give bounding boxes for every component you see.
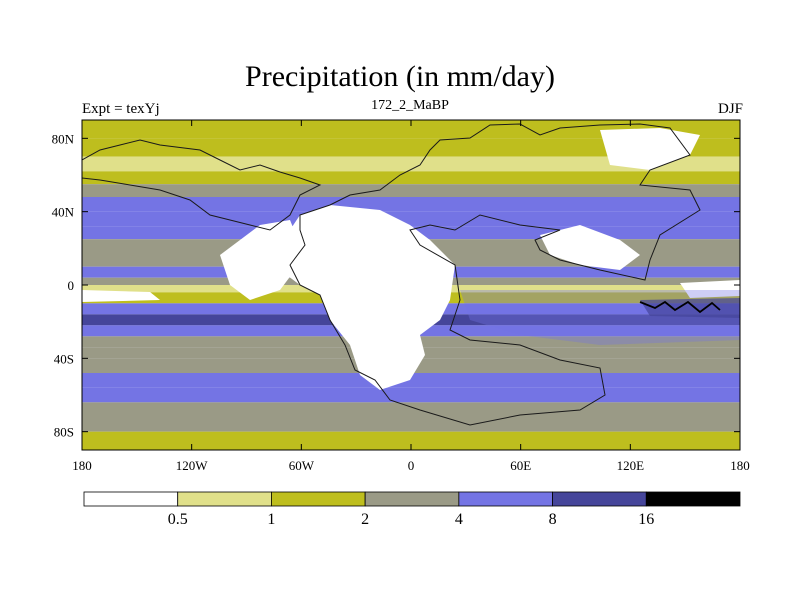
legend-swatch: [83, 491, 179, 507]
precip-band: [82, 387, 740, 403]
precip-band: [82, 171, 740, 185]
x-tick-label: 60E: [510, 458, 531, 473]
y-tick-label: 80N: [52, 131, 75, 146]
precipitation-map: [82, 120, 740, 450]
color-legend: 0.5 1 2 4 8 16: [83, 491, 741, 528]
chart-title: Precipitation (in mm/day): [245, 60, 555, 93]
precip-band: [82, 120, 740, 139]
legend-swatch: [552, 491, 647, 507]
legend-label: 16: [638, 511, 654, 528]
precip-band: [82, 138, 740, 157]
x-axis: 180 120W 60W 0 60E 120E 180: [72, 120, 750, 473]
coastline-main: [289, 123, 701, 426]
legend-label: 1: [267, 511, 275, 528]
experiment-label: Expt = texYj: [82, 101, 160, 117]
precip-band: [82, 156, 740, 172]
legend-swatch: [177, 491, 272, 507]
precip-band: [82, 417, 740, 432]
continent-outlines: [82, 123, 740, 426]
x-tick-label: 60W: [289, 458, 315, 473]
dry-subregion: [220, 220, 300, 300]
legend-swatch: [364, 491, 460, 507]
dry-north-region: [600, 128, 700, 170]
legend-swatch: [271, 491, 366, 507]
precip-band: [82, 373, 740, 388]
y-axis: 80N 40N 0 40S 80S: [52, 131, 740, 440]
precip-band: [82, 197, 740, 212]
y-tick-label: 0: [68, 278, 75, 293]
precip-band: [82, 402, 740, 417]
max-rain-contour: [639, 300, 721, 314]
y-tick-label: 40S: [54, 351, 74, 366]
x-tick-label: 180: [730, 458, 750, 473]
precip-band: [82, 431, 740, 450]
dry-east-tropical: [680, 280, 740, 298]
dry-interior-region: [270, 205, 455, 390]
season-label: DJF: [717, 101, 743, 117]
legend-label: 2: [361, 511, 369, 528]
precip-band: [82, 184, 740, 197]
dry-west-tropical: [82, 290, 160, 302]
legend-swatch: [645, 491, 741, 507]
x-tick-label: 180: [72, 458, 92, 473]
legend-label: 0.5: [168, 511, 188, 528]
legend-swatch: [458, 491, 553, 507]
experiment-age-label: 172_2_MaBP: [371, 98, 449, 113]
x-tick-label: 120W: [176, 458, 209, 473]
y-tick-label: 80S: [54, 425, 74, 440]
y-tick-label: 40N: [52, 205, 75, 220]
legend-label: 4: [455, 511, 463, 528]
x-tick-label: 120E: [617, 458, 645, 473]
coastline-west: [82, 139, 322, 231]
x-tick-label: 0: [408, 458, 415, 473]
precip-band: [82, 211, 740, 227]
dry-east-region: [540, 225, 640, 270]
legend-label: 8: [549, 511, 557, 528]
